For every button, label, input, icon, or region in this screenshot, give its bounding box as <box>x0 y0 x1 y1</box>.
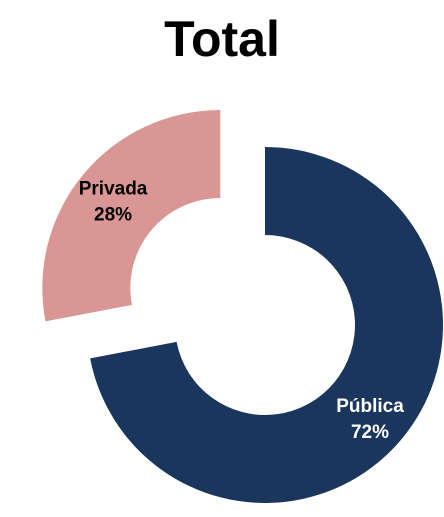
slice-category-2: Privada <box>79 179 148 200</box>
slice-label-1: Pública 72% <box>336 396 404 443</box>
slice-value-1: 72% <box>351 422 389 443</box>
slice-label-2: Privada 28% <box>79 179 148 226</box>
slice-1 <box>90 147 443 503</box>
slice-value-2: 28% <box>94 205 132 226</box>
chart-title: Total <box>164 11 280 67</box>
slice-category-1: Pública <box>336 396 404 417</box>
slice-2 <box>42 110 221 322</box>
